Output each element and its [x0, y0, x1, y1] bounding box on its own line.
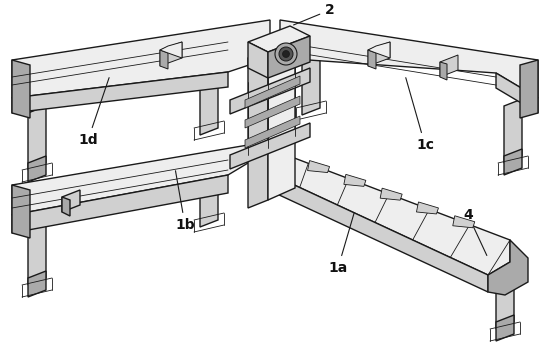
Polygon shape	[160, 42, 182, 66]
Text: 1a: 1a	[328, 213, 354, 275]
Polygon shape	[496, 315, 514, 341]
Polygon shape	[12, 72, 228, 113]
Polygon shape	[368, 50, 376, 69]
Text: 4: 4	[463, 208, 487, 256]
Text: 2: 2	[294, 3, 335, 25]
Polygon shape	[440, 62, 447, 80]
Polygon shape	[453, 216, 475, 228]
Polygon shape	[268, 38, 295, 200]
Ellipse shape	[283, 50, 289, 58]
Ellipse shape	[279, 47, 293, 61]
Polygon shape	[248, 26, 310, 52]
Polygon shape	[280, 20, 538, 98]
Polygon shape	[200, 163, 218, 227]
Polygon shape	[245, 76, 300, 108]
Polygon shape	[504, 99, 522, 163]
Polygon shape	[302, 51, 320, 115]
Polygon shape	[344, 174, 366, 186]
Polygon shape	[307, 161, 329, 173]
Polygon shape	[12, 20, 270, 98]
Text: 1c: 1c	[406, 78, 434, 152]
Polygon shape	[28, 271, 46, 297]
Polygon shape	[440, 55, 458, 77]
Polygon shape	[12, 185, 30, 238]
Polygon shape	[248, 42, 268, 78]
Polygon shape	[380, 188, 402, 200]
Polygon shape	[496, 73, 538, 113]
Polygon shape	[504, 149, 522, 175]
Polygon shape	[245, 96, 300, 128]
Polygon shape	[268, 36, 310, 78]
Polygon shape	[368, 42, 390, 66]
Polygon shape	[262, 148, 510, 275]
Polygon shape	[200, 71, 218, 135]
Text: 1d: 1d	[78, 78, 109, 147]
Polygon shape	[160, 42, 182, 58]
Polygon shape	[230, 123, 310, 169]
Polygon shape	[28, 221, 46, 285]
Polygon shape	[12, 60, 30, 118]
Polygon shape	[160, 50, 168, 69]
Ellipse shape	[275, 43, 297, 65]
Polygon shape	[416, 202, 438, 214]
Polygon shape	[62, 190, 80, 212]
Polygon shape	[248, 50, 268, 208]
Polygon shape	[245, 116, 300, 148]
Polygon shape	[28, 106, 46, 170]
Polygon shape	[62, 197, 70, 216]
Polygon shape	[230, 68, 310, 114]
Polygon shape	[488, 240, 528, 295]
Polygon shape	[496, 265, 514, 329]
Polygon shape	[368, 42, 390, 58]
Polygon shape	[520, 60, 538, 118]
Polygon shape	[262, 170, 488, 292]
Text: 1b: 1b	[175, 171, 195, 232]
Polygon shape	[12, 145, 248, 215]
Polygon shape	[12, 175, 228, 233]
Polygon shape	[28, 156, 46, 182]
